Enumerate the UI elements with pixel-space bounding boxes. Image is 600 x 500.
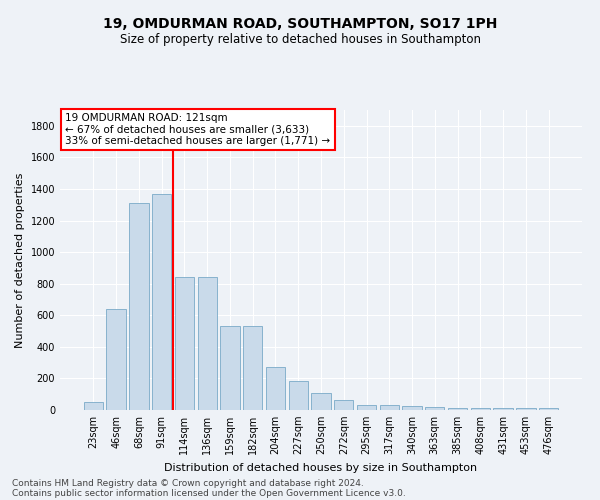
Bar <box>129 203 149 410</box>
Bar <box>403 406 422 410</box>
Bar <box>197 278 217 410</box>
Bar <box>266 366 285 410</box>
Bar <box>311 394 331 410</box>
Bar <box>334 400 353 410</box>
Bar <box>357 406 376 410</box>
Bar <box>425 407 445 410</box>
Bar <box>539 408 558 410</box>
Bar <box>289 381 308 410</box>
Text: Size of property relative to detached houses in Southampton: Size of property relative to detached ho… <box>119 32 481 46</box>
Bar <box>152 194 172 410</box>
Bar <box>106 309 126 410</box>
Bar <box>243 326 262 410</box>
Bar <box>220 326 239 410</box>
Text: 19 OMDURMAN ROAD: 121sqm
← 67% of detached houses are smaller (3,633)
33% of sem: 19 OMDURMAN ROAD: 121sqm ← 67% of detach… <box>65 113 331 146</box>
Bar <box>493 408 513 410</box>
Text: Contains HM Land Registry data © Crown copyright and database right 2024.: Contains HM Land Registry data © Crown c… <box>12 478 364 488</box>
Bar <box>380 406 399 410</box>
X-axis label: Distribution of detached houses by size in Southampton: Distribution of detached houses by size … <box>164 462 478 472</box>
Bar <box>448 408 467 410</box>
Bar <box>175 278 194 410</box>
Bar <box>470 408 490 410</box>
Bar <box>84 402 103 410</box>
Text: 19, OMDURMAN ROAD, SOUTHAMPTON, SO17 1PH: 19, OMDURMAN ROAD, SOUTHAMPTON, SO17 1PH <box>103 18 497 32</box>
Y-axis label: Number of detached properties: Number of detached properties <box>15 172 25 348</box>
Text: Contains public sector information licensed under the Open Government Licence v3: Contains public sector information licen… <box>12 488 406 498</box>
Bar <box>516 408 536 410</box>
